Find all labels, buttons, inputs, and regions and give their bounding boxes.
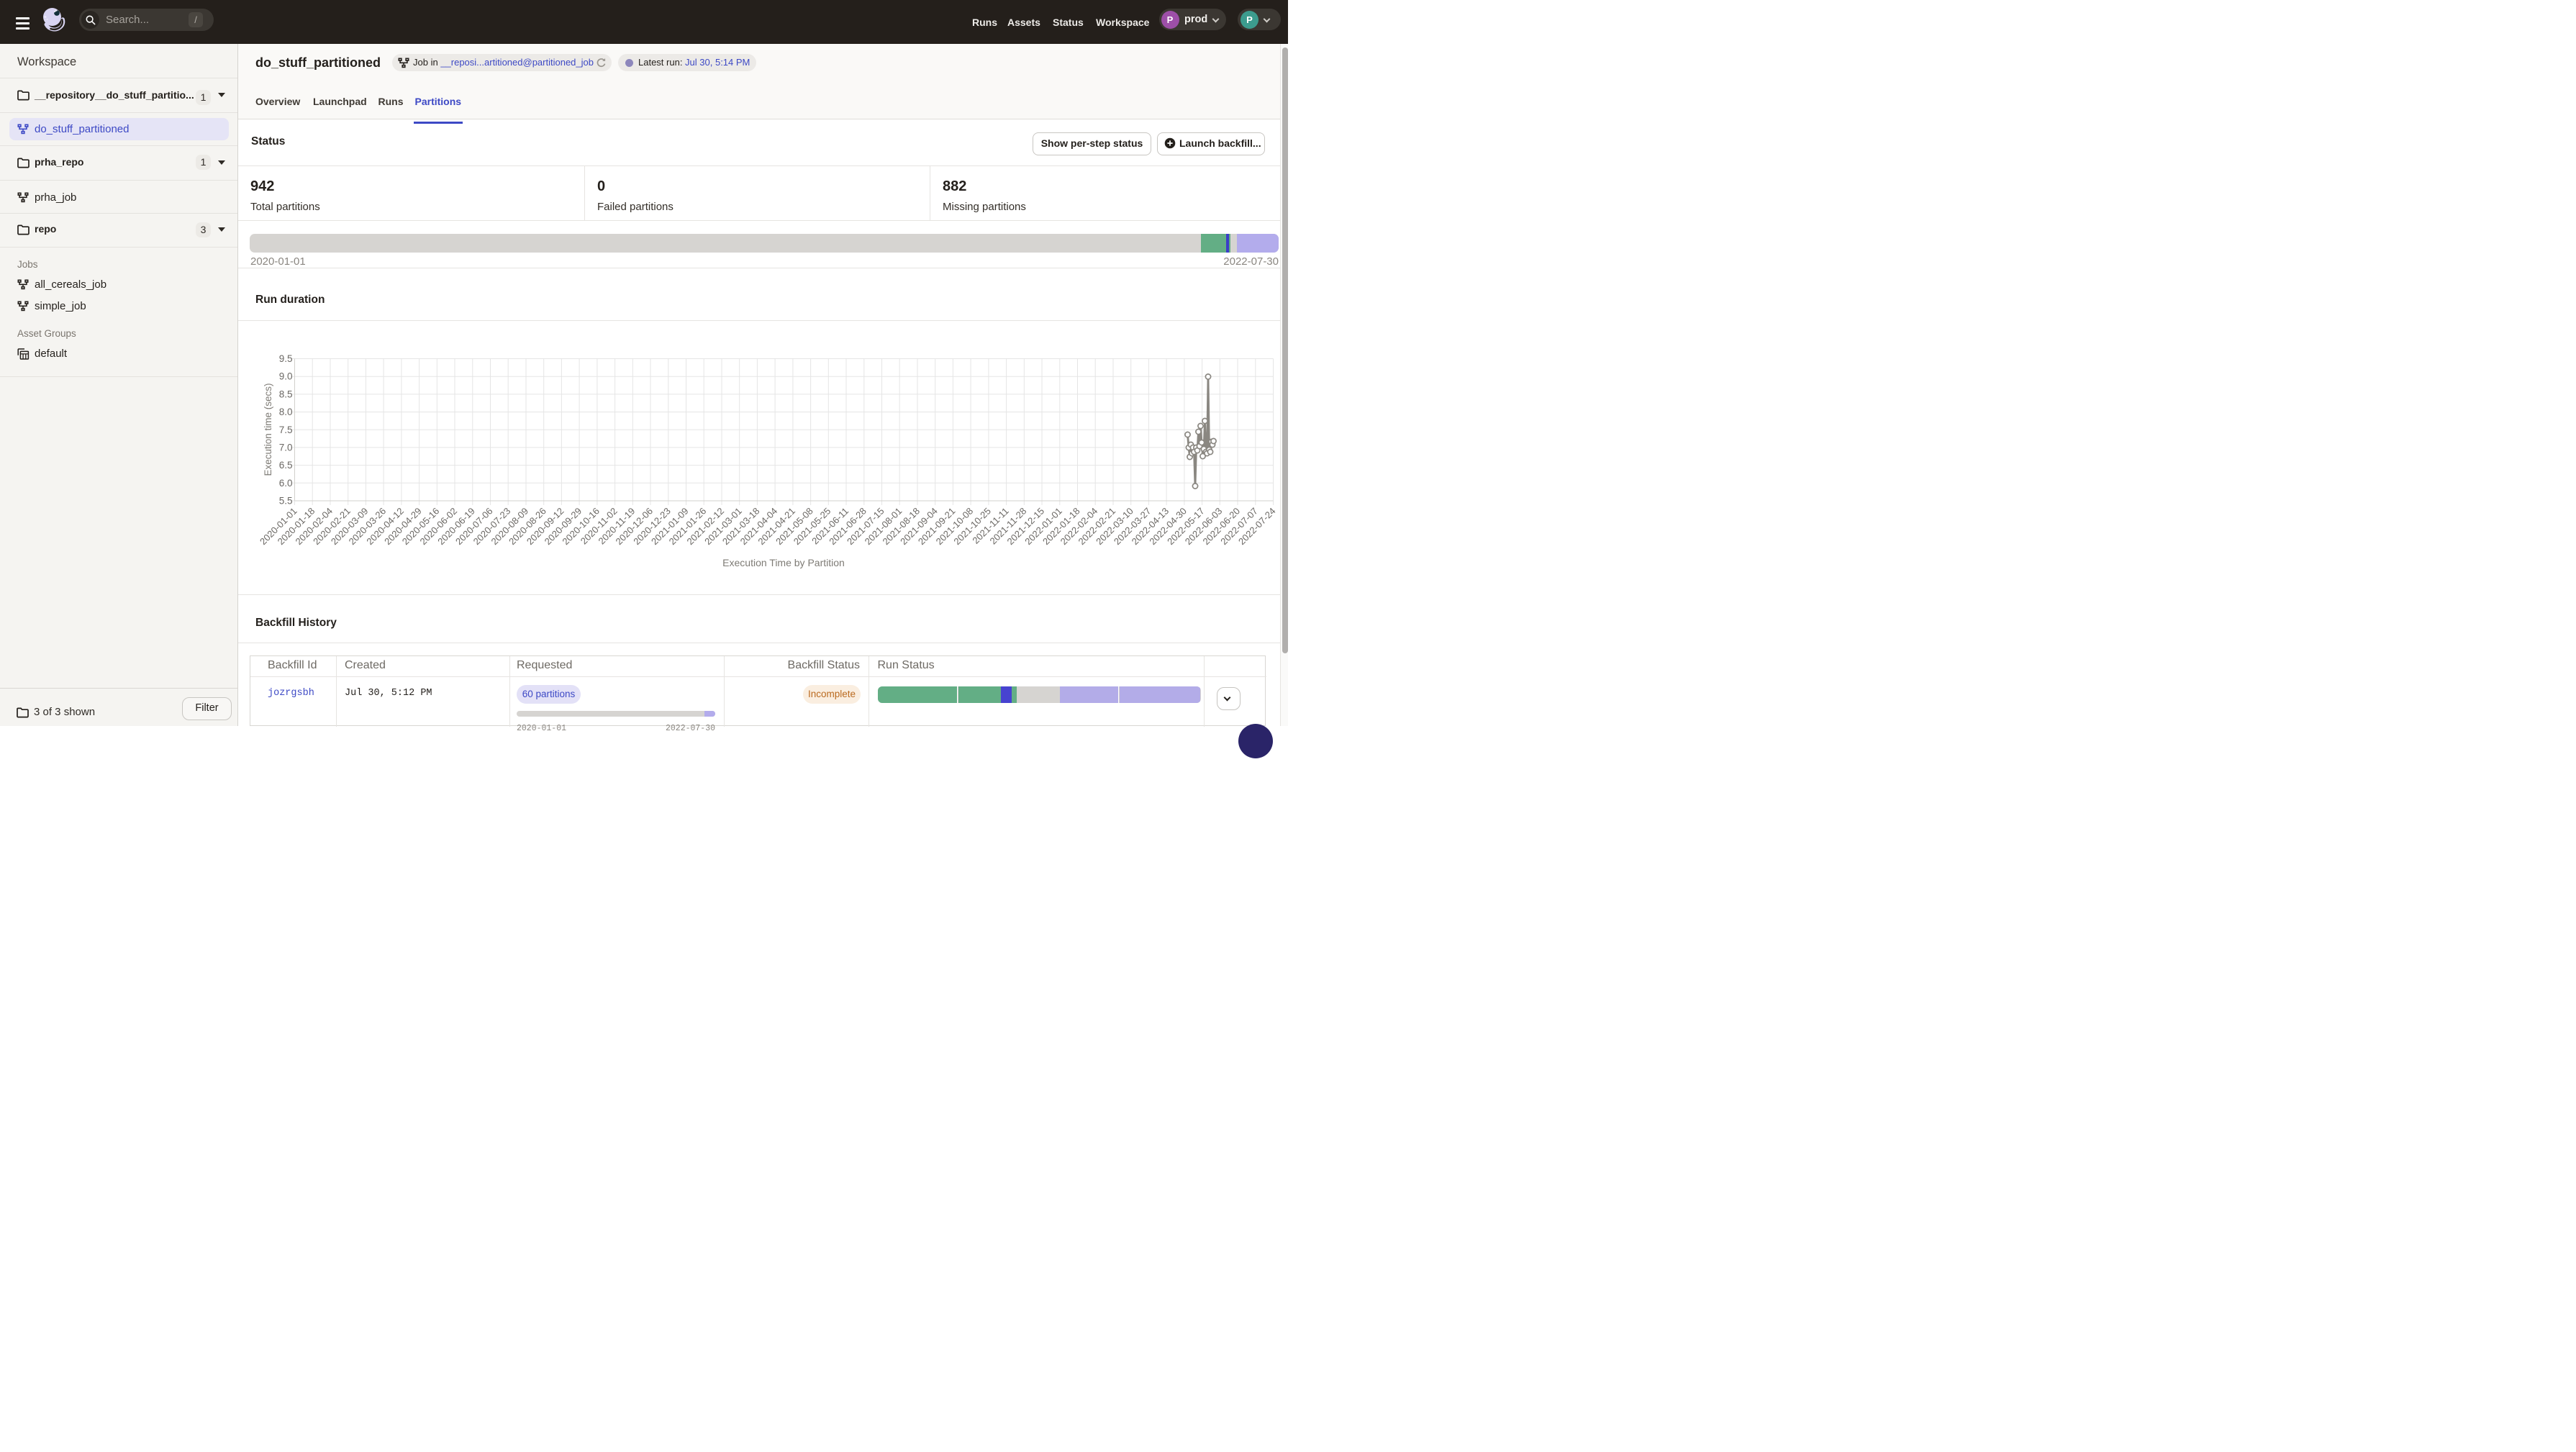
svg-text:8.0: 8.0	[279, 407, 293, 417]
svg-text:Execution time (secs): Execution time (secs)	[263, 383, 273, 476]
svg-text:9.5: 9.5	[279, 353, 293, 364]
svg-text:6.0: 6.0	[279, 478, 293, 489]
svg-text:7.0: 7.0	[279, 442, 293, 453]
svg-text:6.5: 6.5	[279, 460, 293, 471]
svg-text:7.5: 7.5	[279, 425, 293, 435]
svg-text:5.5: 5.5	[279, 496, 293, 507]
svg-text:Execution Time by Partition: Execution Time by Partition	[722, 557, 845, 568]
svg-text:8.5: 8.5	[279, 389, 293, 399]
svg-text:9.0: 9.0	[279, 371, 293, 382]
